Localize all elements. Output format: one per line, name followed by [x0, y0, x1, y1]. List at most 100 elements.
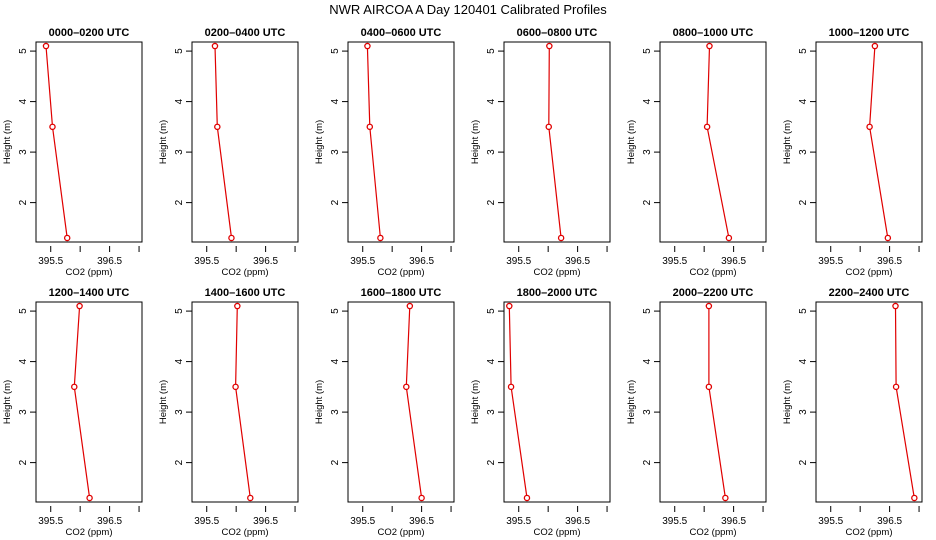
x-tick-label: 396.5 — [565, 516, 590, 527]
y-tick-label: 5 — [174, 308, 185, 314]
data-point — [366, 123, 374, 131]
y-tick-label: 2 — [642, 459, 653, 465]
y-tick-label: 5 — [798, 48, 809, 54]
y-tick-label: 5 — [798, 308, 809, 314]
x-axis-label: CO2 (ppm) — [690, 267, 737, 278]
data-point — [722, 494, 729, 502]
y-axis-label: Height (m) — [158, 120, 169, 164]
data-point — [42, 42, 50, 50]
y-tick-label: 4 — [18, 358, 29, 364]
profile-line — [708, 306, 726, 499]
data-point — [63, 234, 71, 242]
y-axis-label: Height (m) — [470, 380, 481, 424]
x-tick-label: 396.5 — [253, 516, 278, 527]
chart-main-title: NWR AIRCOA A Day 120401 Calibrated Profi… — [329, 2, 607, 17]
data-point — [76, 302, 83, 310]
data-point — [892, 302, 899, 310]
panel-title: 0400–0600 UTC — [361, 27, 442, 39]
x-tick-label: 395.5 — [350, 516, 375, 527]
panel-title: 2000–2200 UTC — [673, 287, 754, 299]
profile-line — [405, 305, 423, 499]
plot-frame — [35, 301, 143, 503]
data-point — [703, 123, 711, 131]
plot-frame — [35, 41, 143, 243]
data-point — [232, 383, 239, 391]
y-tick-label: 4 — [798, 98, 809, 104]
y-tick-label: 4 — [642, 358, 653, 364]
y-axis-label: Height (m) — [158, 380, 169, 424]
data-point — [234, 302, 241, 310]
data-point — [911, 494, 918, 502]
y-tick-label: 5 — [18, 308, 29, 314]
x-tick-label: 396.5 — [409, 516, 434, 527]
y-tick-label: 3 — [642, 149, 653, 155]
y-tick-label: 2 — [174, 199, 185, 205]
data-point — [557, 234, 565, 242]
plot-frame — [347, 301, 455, 503]
y-tick-label: 4 — [486, 358, 497, 364]
y-axis-label: Height (m) — [2, 380, 13, 424]
y-tick-label: 3 — [798, 409, 809, 415]
x-axis-label: CO2 (ppm) — [846, 267, 893, 278]
profile-line — [508, 305, 528, 499]
data-point — [49, 123, 56, 131]
y-tick-label: 5 — [642, 48, 653, 54]
y-tick-label: 3 — [174, 409, 185, 415]
data-point — [506, 302, 513, 310]
data-point — [706, 42, 713, 50]
x-tick-label: 396.5 — [721, 516, 746, 527]
x-tick-label: 395.5 — [194, 256, 219, 267]
plot-frame — [191, 41, 299, 243]
y-tick-label: 2 — [330, 199, 341, 205]
profile-line — [234, 305, 251, 499]
x-axis-label: CO2 (ppm) — [378, 527, 425, 538]
y-tick-label: 3 — [486, 409, 497, 415]
data-point — [211, 42, 219, 50]
x-tick-label: 396.5 — [721, 256, 746, 267]
x-tick-label: 395.5 — [194, 516, 219, 527]
y-tick-label: 4 — [174, 358, 185, 364]
y-tick-label: 3 — [486, 149, 497, 155]
panel-title: 0200–0400 UTC — [205, 27, 286, 39]
y-axis-label: Height (m) — [2, 120, 13, 164]
y-tick-label: 3 — [798, 149, 809, 155]
y-tick-label: 4 — [486, 98, 497, 104]
x-tick-label: 395.5 — [38, 256, 63, 267]
y-axis-label: Height (m) — [470, 120, 481, 164]
y-tick-label: 2 — [798, 459, 809, 465]
plot-frame — [815, 41, 923, 243]
panel-title: 2200–2400 UTC — [829, 287, 910, 299]
profile-line — [548, 45, 562, 239]
y-tick-label: 2 — [18, 459, 29, 465]
panel-title: 1800–2000 UTC — [517, 287, 598, 299]
profile-line — [894, 305, 915, 499]
y-tick-label: 2 — [642, 199, 653, 205]
y-axis-label: Height (m) — [782, 120, 793, 164]
data-point — [406, 302, 414, 310]
panel-title: 0600–0800 UTC — [517, 27, 598, 39]
data-point — [546, 42, 553, 50]
y-axis-label: Height (m) — [314, 380, 325, 424]
y-tick-label: 3 — [18, 409, 29, 415]
data-point — [418, 494, 425, 502]
data-point — [871, 42, 879, 50]
data-point — [507, 383, 515, 391]
y-tick-label: 3 — [330, 149, 341, 155]
x-axis-label: CO2 (ppm) — [222, 527, 269, 538]
data-point — [705, 383, 713, 391]
x-tick-label: 396.5 — [409, 256, 434, 267]
data-point — [892, 383, 900, 391]
panel-title: 1000–1200 UTC — [829, 27, 910, 39]
y-tick-label: 2 — [798, 199, 809, 205]
profile-line — [366, 45, 381, 239]
data-point — [364, 42, 371, 50]
profile-line — [73, 305, 91, 499]
plot-frame — [503, 41, 611, 243]
panel-title: 1600–1800 UTC — [361, 287, 442, 299]
